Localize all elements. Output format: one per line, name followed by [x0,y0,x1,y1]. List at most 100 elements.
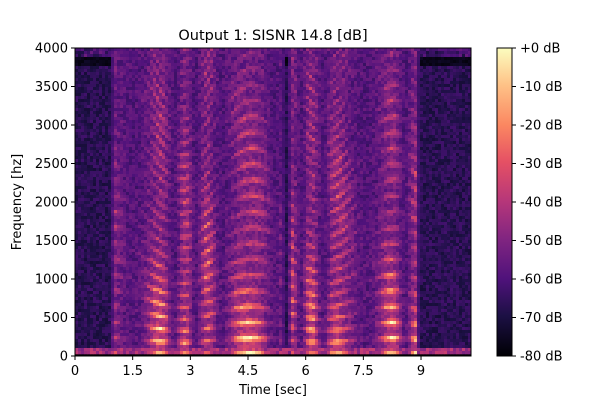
spectrogram-cell [192,249,196,253]
spectrogram-cell [144,153,148,157]
spectrogram-cell [216,321,220,325]
spectrogram-cell [180,270,184,274]
spectrogram-cell [192,345,196,349]
spectrogram-cell [102,282,106,286]
spectrogram-cell [132,312,136,316]
spectrogram-cell [195,165,199,169]
spectrogram-cell [195,270,199,274]
spectrogram-cell [198,312,202,316]
spectrogram-cell [129,195,133,199]
spectrogram-cell [117,144,121,148]
spectrogram-cell [192,150,196,154]
spectrogram-cell [105,309,109,313]
spectrogram-cell [183,258,187,262]
spectrogram-cell [213,318,217,322]
spectrogram-cell [129,189,133,193]
spectrogram-cell [138,105,142,109]
spectrogram-cell [186,300,190,304]
spectrogram-cell [204,105,208,109]
spectrogram-cell [180,258,184,262]
spectrogram-cell [138,327,142,331]
spectrogram-cell [78,249,82,253]
spectrogram-cell [111,195,115,199]
spectrogram-cell [192,300,196,304]
spectrogram-cell [180,84,184,88]
spectrogram-cell [126,198,130,202]
spectrogram-cell [132,102,136,106]
spectrogram-cell [93,285,97,289]
spectrogram-cell [150,315,154,319]
spectrogram-cell [93,222,97,226]
spectrogram-cell [90,201,94,205]
spectrogram-cell [108,81,112,85]
spectrogram-cell [150,48,154,52]
spectrogram-cell [75,291,79,295]
spectrogram-cell [174,294,178,298]
spectrogram-cell [135,138,139,142]
spectrogram-cell [90,153,94,157]
spectrogram-cell [219,285,223,289]
spectrogram-cell [132,279,136,283]
spectrogram-cell [198,309,202,313]
spectrogram-cell [144,273,148,277]
spectrogram-cell [150,303,154,307]
spectrogram-cell [138,246,142,250]
spectrogram-cell [84,288,88,292]
spectrogram-cell [150,120,154,124]
spectrogram-cell [147,66,151,70]
spectrogram-cell [177,168,181,172]
spectrogram-cell [147,324,151,328]
spectrogram-cell [183,54,187,58]
spectrogram-cell [129,285,133,289]
spectrogram-cell [219,255,223,259]
spectrogram-cell [93,201,97,205]
spectrogram-cell [105,195,109,199]
spectrogram-cell [105,72,109,76]
spectrogram-cell [162,48,166,52]
spectrogram-cell [117,345,121,349]
spectrogram-cell [153,198,157,202]
spectrogram-cell [117,96,121,100]
spectrogram-cell [213,282,217,286]
spectrogram-cell [87,135,91,139]
spectrogram-cell [192,120,196,124]
spectrogram-cell [165,156,169,160]
spectrogram-cell [198,339,202,343]
spectrogram-cell [189,174,193,178]
spectrogram-cell [138,117,142,121]
spectrogram-cell [168,288,172,292]
spectrogram-cell [165,141,169,145]
spectrogram-cell [126,219,130,223]
spectrogram-cell [183,285,187,289]
spectrogram-cell [147,168,151,172]
spectrogram-cell [117,222,121,226]
spectrogram-cell [192,87,196,91]
spectrogram-cell [132,237,136,241]
spectrogram-cell [150,78,154,82]
spectrogram-cell [99,96,103,100]
spectrogram-cell [198,123,202,127]
spectrogram-cell [183,120,187,124]
spectrogram-cell [84,102,88,106]
spectrogram-cell [177,69,181,73]
spectrogram-cell [171,252,175,256]
spectrogram-cell [120,54,124,58]
spectrogram-cell [213,243,217,247]
spectrogram-cell [171,75,175,79]
spectrogram-cell [213,306,217,310]
spectrogram-cell [189,339,193,343]
spectrogram-cell [180,138,184,142]
spectrogram-cell [99,276,103,280]
spectrogram-cell [195,57,199,61]
spectrogram-cell [213,294,217,298]
spectrogram-cell [210,183,214,187]
spectrogram-cell [138,78,142,82]
spectrogram-cell [108,345,112,349]
spectrogram-cell [129,261,133,265]
spectrogram-cell [90,243,94,247]
spectrogram-cell [135,345,139,349]
spectrogram-cell [216,276,220,280]
spectrogram-cell [126,156,130,160]
spectrogram-cell [213,324,217,328]
spectrogram-cell [213,333,217,337]
